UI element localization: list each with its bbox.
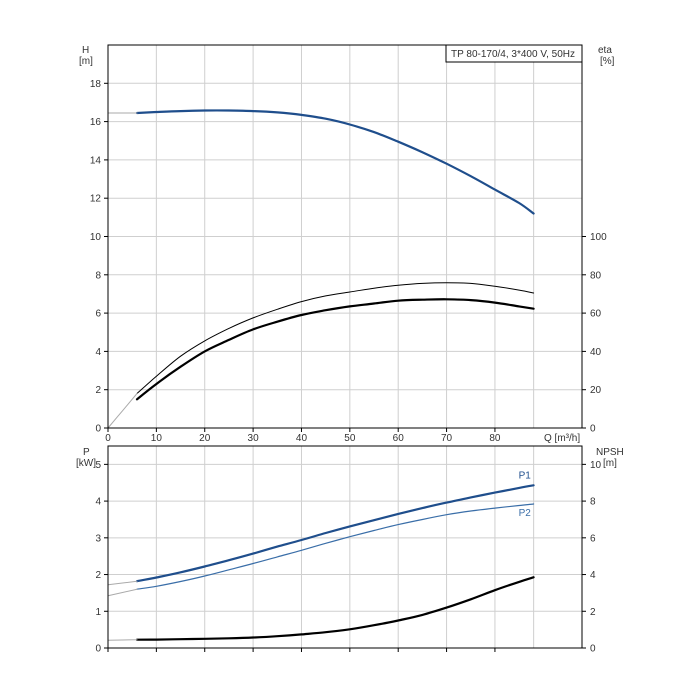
x-tick-label-0: 0 [105,433,111,444]
upper-left-axis-title-line2: [m] [79,56,93,67]
x-tick-label-40: 40 [296,433,308,444]
upper-left-tick-label-4: 4 [95,347,101,358]
upper-right-axis-title-line2: [%] [600,56,615,67]
ticks-upper: 0 10 20 30 40 50 60 70 80 0 2 4 6 8 10 12 14 16 18 0 20 40 60 8… [90,79,607,444]
upper-right-axis-title-line1: eta [598,45,612,56]
series-label-p2: P2 [519,508,532,519]
upper-left-tick-label-10: 10 [90,232,102,243]
chart-title-box [445,44,583,63]
ticks-lower: 0 1 2 3 4 5 0 2 4 6 8 10 [95,460,601,655]
upper-series-0 [135,109,535,215]
x-tick-label-70: 70 [441,433,453,444]
upper-right-tick-label-0: 0 [590,424,596,435]
x-axis-label: Q [m³/h] [544,433,580,444]
upper-right-tick-label-100: 100 [590,232,607,243]
lower-left-axis-title-line2: [kW] [76,458,96,469]
grid-upper [108,45,582,428]
x-tick-label-10: 10 [151,433,163,444]
x-tick-label-50: 50 [344,433,356,444]
x-tick-label-60: 60 [393,433,405,444]
upper-series-2 [136,282,535,394]
upper-left-tick-label-6: 6 [95,309,101,320]
upper-left-tick-label-0: 0 [95,424,101,435]
lower-right-axis-title-line2: [m] [603,458,617,469]
upper-series-4 [107,393,138,429]
chart-title: TP 80-170/4, 3*400 V, 50Hz [451,49,575,60]
x-tick-label-20: 20 [199,433,211,444]
lower-left-axis-title-line1: P [83,447,90,458]
series-labels: P1 P2 [519,470,532,519]
upper-left-tick-label-8: 8 [95,270,101,281]
lower-left-tick-label-5: 5 [95,460,101,471]
upper-left-tick-label-16: 16 [90,117,102,128]
lower-left-tick-label-2: 2 [95,570,101,581]
lower-right-axis-title-line1: NPSH [596,447,624,458]
upper-right-tick-label-80: 80 [590,270,602,281]
upper-left-tick-label-12: 12 [90,194,102,205]
lower-right-tick-label-0: 0 [590,644,596,655]
series-label-p1: P1 [519,470,532,481]
upper-series-3 [135,298,535,401]
lower-left-tick-label-0: 0 [95,644,101,655]
lower-right-tick-label-4: 4 [590,570,596,581]
upper-right-tick-label-20: 20 [590,385,602,396]
upper-left-axis-title-line1: H [82,45,89,56]
lower-right-tick-label-2: 2 [590,607,596,618]
upper-left-tick-label-14: 14 [90,155,102,166]
lower-right-tick-label-8: 8 [590,497,596,508]
lower-series-2 [107,580,138,586]
lower-series-1-p2 [136,503,535,590]
upper-left-tick-label-2: 2 [95,385,101,396]
lower-left-tick-label-1: 1 [95,607,101,618]
lower-series-4 [135,576,535,641]
series-lower [107,484,535,641]
x-tick-label-80: 80 [489,433,501,444]
lower-right-tick-label-10: 10 [590,460,602,471]
upper-right-tick-label-40: 40 [590,347,602,358]
lower-left-tick-label-3: 3 [95,533,101,544]
upper-right-tick-label-60: 60 [590,309,602,320]
lower-plot-frame [107,445,583,649]
lower-series-5 [107,639,138,641]
lower-series-0-p1 [135,484,535,583]
upper-left-tick-label-18: 18 [90,79,102,90]
x-tick-label-30: 30 [248,433,260,444]
lower-left-tick-label-4: 4 [95,497,101,508]
lower-series-3 [107,588,138,597]
grid-lower [108,446,582,648]
upper-plot-frame [107,44,583,429]
lower-right-tick-label-6: 6 [590,533,596,544]
series-upper [107,109,535,429]
